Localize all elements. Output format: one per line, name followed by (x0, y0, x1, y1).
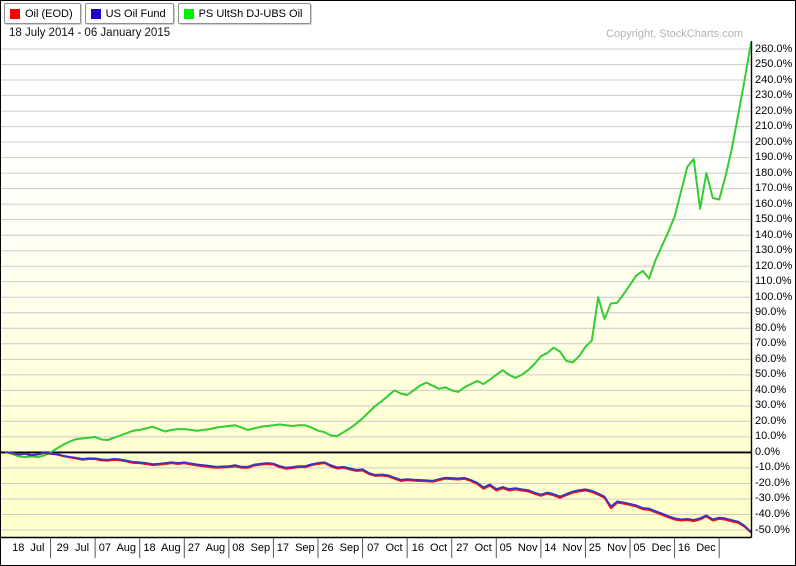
x-axis-label: 17 Sep (276, 542, 315, 554)
x-axis-label: 16 Oct (411, 542, 448, 554)
y-axis-label: 60.0% (755, 352, 787, 365)
y-axis-label: -10.0% (755, 461, 790, 474)
legend-item-us-oil-fund[interactable]: US Oil Fund (84, 3, 174, 24)
y-axis-label: 70.0% (755, 337, 787, 350)
y-axis-label: 240.0% (755, 73, 793, 86)
y-axis-label: 190.0% (755, 151, 793, 164)
y-axis-label: 0.0% (755, 445, 781, 458)
y-axis-label: 220.0% (755, 104, 793, 117)
y-axis-label: 90.0% (755, 306, 787, 319)
x-axis-label: 18 Jul (12, 542, 45, 554)
series-line-oil-eod- (5, 451, 752, 534)
y-axis-label: 50.0% (755, 368, 787, 381)
plot-background (1, 41, 751, 537)
y-axis-label: 150.0% (755, 213, 793, 226)
date-range-label: 18 July 2014 - 06 January 2015 (9, 27, 171, 39)
y-axis-label: -20.0% (755, 476, 790, 489)
x-axis-label: 27 Oct (456, 542, 492, 554)
legend-swatch (183, 8, 194, 19)
y-axis-label: 40.0% (755, 383, 787, 396)
y-axis-label: 110.0% (755, 275, 792, 288)
y-axis-label: 210.0% (755, 120, 793, 133)
y-axis-label: 80.0% (755, 321, 787, 334)
legend-label: Oil (EOD) (25, 7, 73, 20)
y-axis-label: -50.0% (755, 523, 790, 536)
y-axis-label: 20.0% (755, 414, 787, 427)
x-axis-label: 18 Aug (143, 542, 181, 554)
series-line-us-oil-fund (5, 451, 752, 533)
y-axis-label: 10.0% (755, 430, 787, 443)
y-axis-label: 30.0% (755, 399, 787, 412)
y-axis-label: 200.0% (755, 135, 793, 148)
x-axis-label: 26 Sep (321, 542, 360, 554)
x-axis-label: 07 Aug (98, 542, 137, 554)
y-axis-label: 250.0% (755, 58, 793, 71)
y-axis-label: 120.0% (755, 259, 793, 272)
legend-label: PS UltSh DJ-UBS Oil (198, 7, 303, 20)
x-axis-label: 05 Nov (499, 542, 538, 554)
x-axis-label: 07 Oct (367, 542, 403, 554)
series-line-ps-ultsh-dj-ubs-oil (5, 41, 752, 459)
y-axis-label: -40.0% (755, 507, 790, 520)
legend-swatch (10, 8, 20, 19)
y-axis-label: 180.0% (755, 166, 793, 179)
copyright-label: Copyright, StockCharts.com (606, 28, 743, 40)
y-axis-label: 230.0% (755, 89, 793, 102)
y-axis-label: 130.0% (755, 244, 793, 257)
legend: Oil (EOD) US Oil Fund PS UltSh DJ-UBS Oil (4, 3, 311, 24)
x-axis-label: 05 Dec (633, 542, 672, 554)
x-axis-label: 27 Aug (187, 542, 226, 554)
legend-label: US Oil Fund (105, 7, 166, 20)
y-axis-label: -30.0% (755, 492, 790, 505)
x-axis-label: 29 Jul (56, 542, 90, 554)
x-axis-label: 16 Dec (677, 542, 716, 554)
x-axis-label: 08 Sep (232, 542, 271, 554)
y-axis-label: 170.0% (755, 182, 793, 195)
legend-item-oil-eod-[interactable]: Oil (EOD) (4, 3, 81, 24)
x-axis-label: 25 Nov (588, 542, 627, 554)
y-axis-label: 100.0% (755, 290, 793, 303)
y-axis-label: 260.0% (755, 42, 793, 55)
legend-swatch (90, 8, 101, 19)
y-axis-label: 140.0% (755, 228, 793, 241)
y-axis-label: 160.0% (755, 197, 793, 210)
legend-item-ps-ultsh-dj-ubs-oil[interactable]: PS UltSh DJ-UBS Oil (177, 3, 311, 24)
x-axis-label: 14 Nov (544, 542, 583, 554)
